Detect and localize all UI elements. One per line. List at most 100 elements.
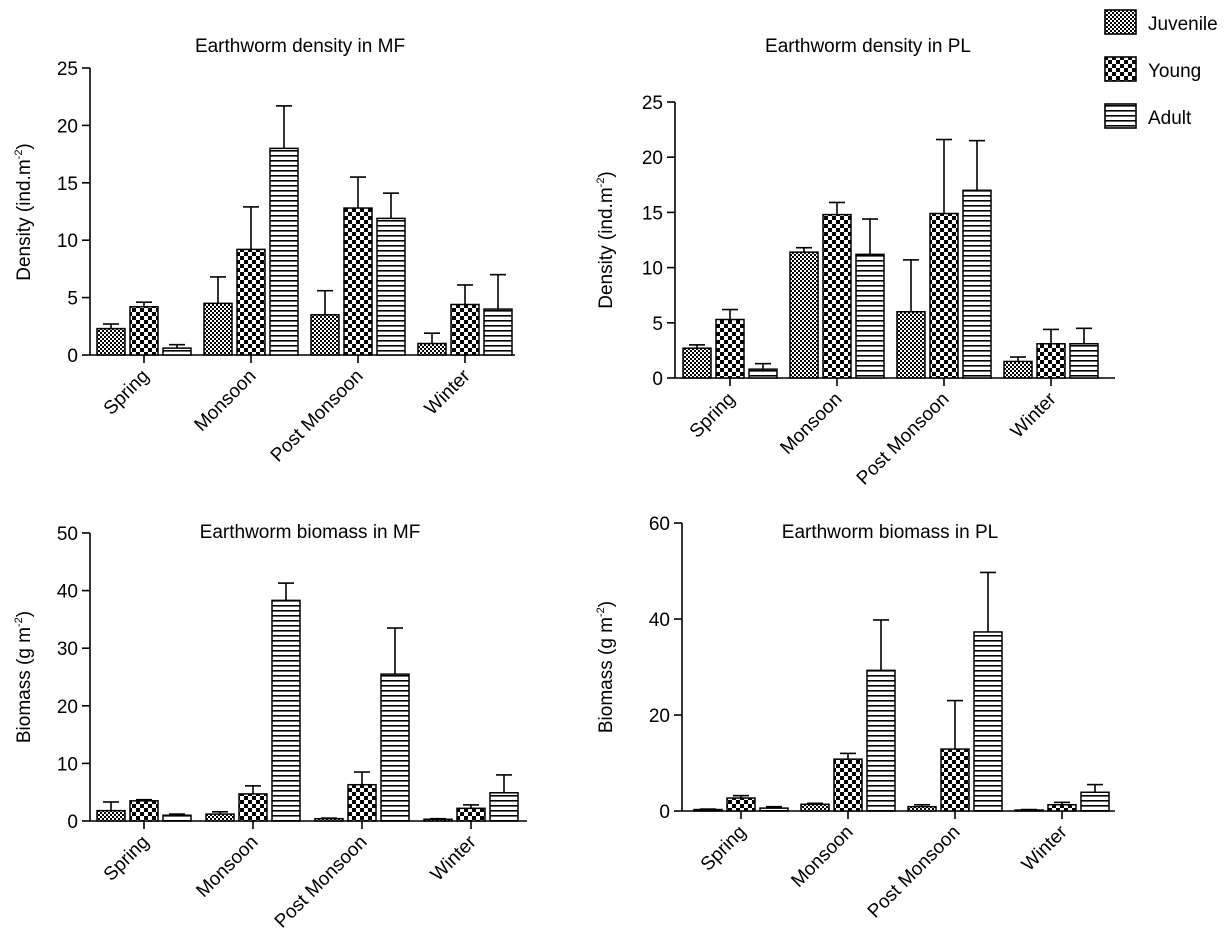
x-tick-label: Post Monsoon [864, 822, 965, 923]
bar-juvenile-winter [423, 818, 453, 822]
y-tick-label: 25 [642, 93, 663, 114]
x-tick-label: Monsoon [192, 832, 262, 902]
bar-young-winter [1036, 343, 1066, 379]
bar-young-monsoon [822, 213, 852, 379]
bar-adult-monsoon [271, 599, 301, 822]
y-tick-label: 0 [652, 369, 663, 390]
y-tick-label: 20 [642, 148, 663, 169]
bar-adult-post-monsoon [973, 631, 1003, 812]
bar-adult-spring [759, 807, 789, 812]
bar-juvenile-monsoon [800, 803, 830, 812]
chart-title: Earthworm biomass in PL [782, 522, 998, 543]
bar-young-monsoon [833, 758, 863, 812]
y-axis-label: Biomass (g m-2) [13, 611, 35, 743]
bar-adult-post-monsoon [380, 673, 410, 822]
bar-juvenile-monsoon [789, 251, 819, 379]
bar-juvenile-spring [96, 809, 126, 822]
chart-title: Earthworm biomass in MF [200, 522, 421, 543]
bar-adult-spring [162, 814, 192, 822]
chart-panel-4: Earthworm biomass in PL Biomass (g m-2) 0 2… [595, 514, 1115, 922]
x-tick-label: Post Monsoon [853, 389, 954, 490]
bar-adult-monsoon [855, 253, 885, 379]
x-tick-label: Spring [686, 389, 740, 443]
x-tick-label: Winter [421, 365, 475, 419]
bar-adult-winter [489, 792, 519, 822]
legend-swatch-adult [1104, 103, 1137, 129]
y-tick-label: 10 [642, 259, 663, 280]
x-tick-label: Winter [427, 831, 481, 885]
y-axis-label: Density (ind.m-2) [13, 143, 35, 281]
y-tick-label: 0 [67, 346, 78, 367]
y-tick-label: 10 [57, 754, 78, 775]
bar-adult-spring [748, 368, 778, 379]
chart-panel-1: Earthworm density in MF Density (ind.m-2)… [13, 36, 515, 466]
y-tick-label: 20 [57, 116, 78, 137]
chart-panel-2: Earthworm density in PL Density (ind.m-2)… [595, 36, 1115, 489]
x-tick-label: Monsoon [776, 389, 846, 459]
y-tick-label: 10 [57, 231, 78, 252]
y-tick-label: 15 [642, 203, 663, 224]
chart-title: Earthworm density in PL [765, 36, 971, 57]
y-tick-label: 20 [649, 706, 670, 727]
y-tick-label: 40 [57, 582, 78, 603]
bar-young-spring [726, 797, 756, 812]
y-tick-label: 5 [652, 314, 663, 335]
x-tick-label: Winter [1007, 388, 1061, 442]
y-tick-label: 40 [649, 610, 670, 631]
chart-panels: Earthworm density in MF Density (ind.m-2)… [13, 36, 1115, 932]
chart-panel-3: Earthworm biomass in MF Biomass (g m-2) 0 1… [13, 522, 527, 932]
bar-juvenile-post-monsoon [907, 805, 937, 812]
bar-juvenile-monsoon [203, 302, 233, 356]
y-tick-label: 0 [67, 812, 78, 833]
x-tick-label: Winter [1018, 821, 1072, 875]
bar-young-post-monsoon [347, 783, 377, 822]
bar-adult-spring [162, 347, 192, 356]
legend-label-adult: Adult [1148, 108, 1192, 129]
y-tick-label: 60 [649, 514, 670, 535]
bar-juvenile-monsoon [205, 813, 235, 822]
bar-young-spring [129, 306, 159, 356]
x-tick-label: Monsoon [190, 366, 260, 436]
y-axis-label: Density (ind.m-2) [595, 171, 617, 309]
legend: Juvenile Young Adult [1104, 9, 1218, 129]
bar-juvenile-winter [417, 342, 447, 356]
bar-adult-post-monsoon [376, 217, 406, 356]
bar-juvenile-post-monsoon [314, 817, 344, 822]
bar-young-winter [450, 303, 480, 356]
y-tick-label: 30 [57, 639, 78, 660]
y-tick-label: 25 [57, 59, 78, 80]
bar-adult-winter [483, 308, 513, 356]
bar-young-post-monsoon [929, 212, 959, 379]
bar-young-monsoon [236, 248, 266, 356]
chart-title: Earthworm density in MF [195, 36, 405, 57]
bar-adult-monsoon [269, 147, 299, 356]
bar-young-winter [1047, 804, 1077, 812]
y-tick-label: 50 [57, 524, 78, 545]
bar-young-monsoon [238, 793, 268, 822]
x-tick-label: Spring [100, 366, 154, 420]
bar-young-post-monsoon [343, 207, 373, 356]
bar-juvenile-spring [682, 347, 712, 379]
x-tick-label: Spring [100, 832, 154, 886]
bar-adult-winter [1069, 343, 1099, 379]
legend-label-young: Young [1148, 61, 1201, 82]
bar-juvenile-winter [1003, 360, 1033, 379]
x-tick-label: Spring [697, 822, 751, 876]
bar-young-post-monsoon [940, 748, 970, 812]
bar-adult-post-monsoon [962, 189, 992, 379]
x-tick-label: Monsoon [787, 822, 857, 892]
y-tick-label: 0 [659, 802, 670, 823]
bar-juvenile-post-monsoon [310, 314, 340, 356]
y-tick-label: 5 [67, 289, 78, 310]
x-tick-label: Post Monsoon [267, 366, 368, 467]
bar-adult-monsoon [866, 669, 896, 812]
bar-juvenile-spring [96, 327, 126, 356]
legend-swatch-juvenile [1104, 9, 1137, 35]
x-tick-label: Post Monsoon [271, 832, 372, 933]
legend-swatch-young [1104, 56, 1137, 82]
y-axis-label: Biomass (g m-2) [595, 601, 617, 733]
bar-young-spring [715, 318, 745, 379]
y-tick-label: 20 [57, 697, 78, 718]
legend-label-juvenile: Juvenile [1148, 14, 1218, 35]
